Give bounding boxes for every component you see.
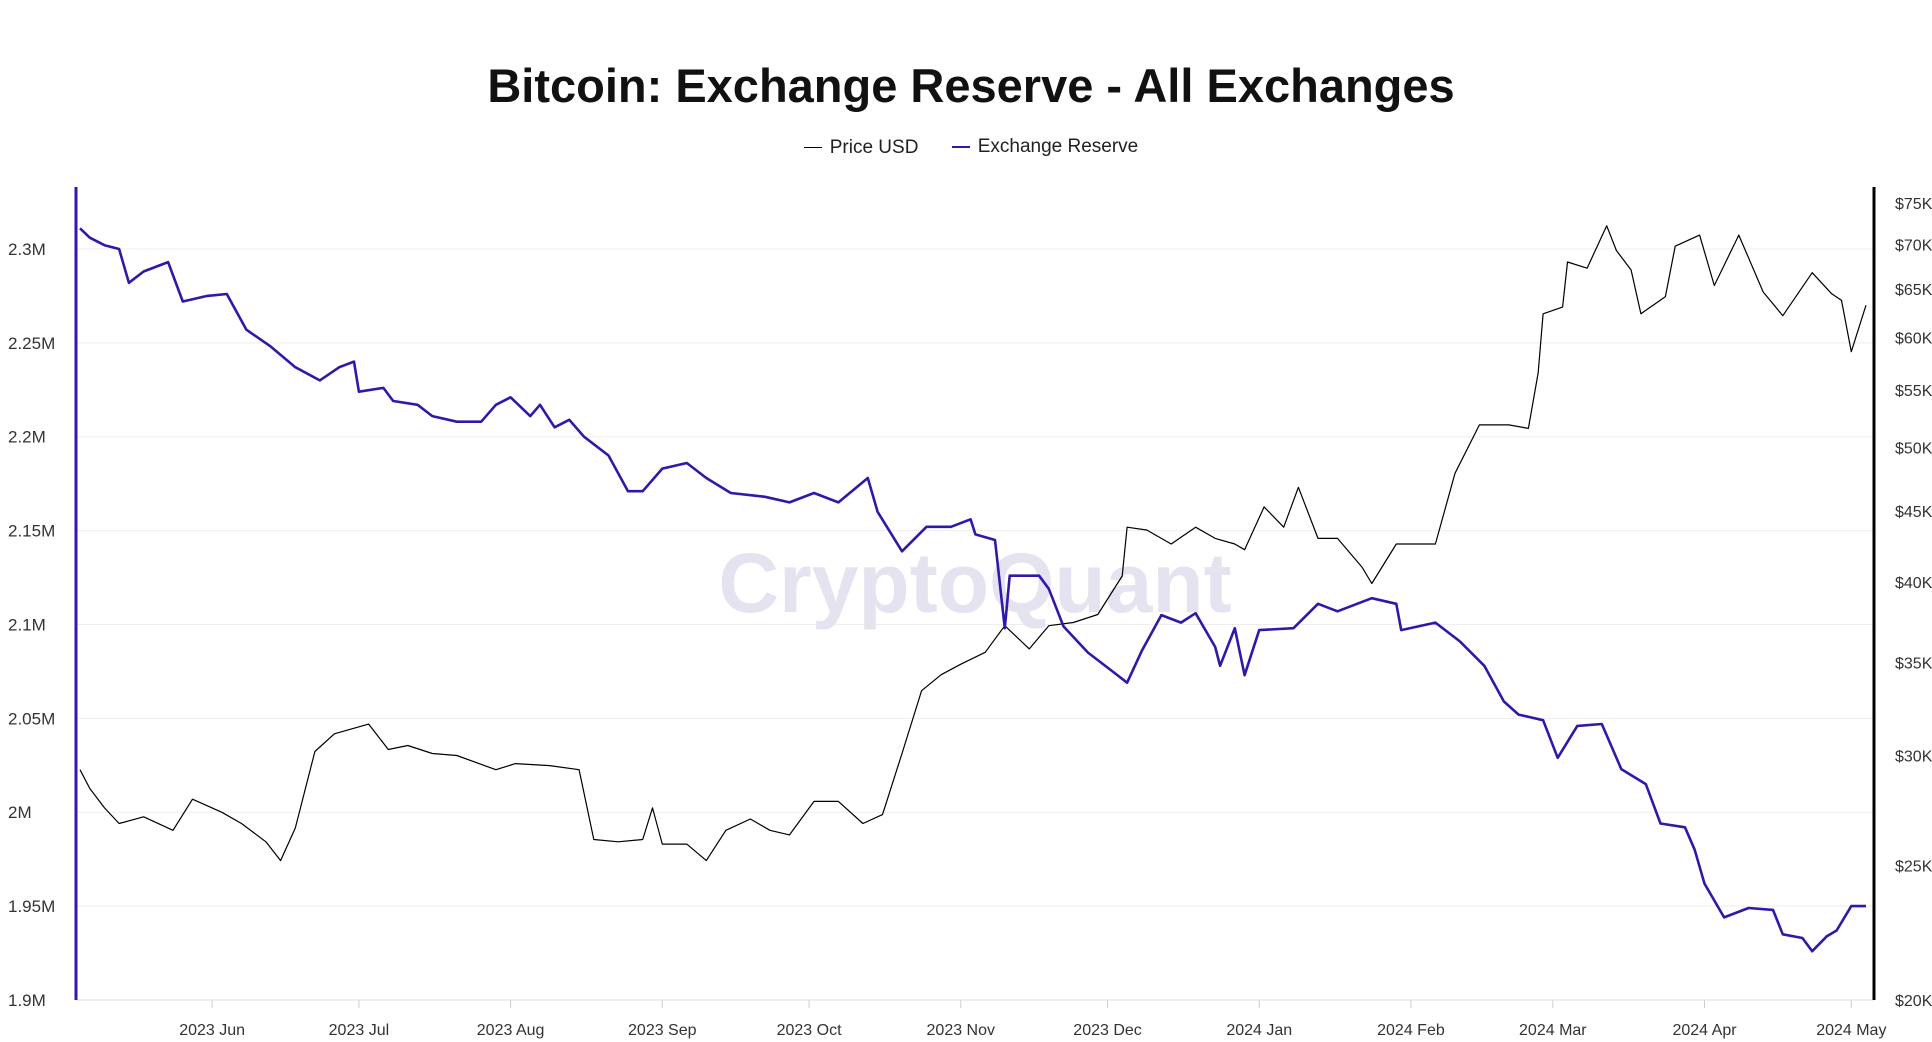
x-tick-label: 2024 Mar (1519, 1022, 1587, 1039)
x-tick-label: 2023 Nov (927, 1022, 996, 1039)
price-usd-line (79, 225, 1867, 862)
legend-swatch-price (803, 147, 822, 148)
right-tick-label: $25K (1895, 858, 1932, 875)
left-tick-label: 2.3M (8, 240, 46, 259)
legend-label-price: Price USD (829, 136, 919, 158)
x-tick-label: 2024 Jan (1226, 1022, 1292, 1039)
exchange-reserve-line (79, 227, 1866, 953)
right-tick-label: $70K (1895, 237, 1932, 254)
right-tick-label: $45K (1895, 504, 1932, 521)
left-tick-label: 2.2M (8, 428, 46, 447)
left-tick-label: 2.05M (8, 709, 55, 728)
right-tick-label: $40K (1895, 575, 1932, 592)
x-tick-label: 2023 Oct (777, 1022, 842, 1039)
right-tick-label: $55K (1895, 383, 1932, 400)
x-tick-label: 2023 Aug (477, 1022, 545, 1039)
legend-item-price[interactable]: Price USD (803, 136, 919, 159)
legend-label-reserve: Exchange Reserve (977, 136, 1139, 157)
right-tick-label: $35K (1895, 656, 1932, 673)
x-tick-label: 2024 Feb (1377, 1022, 1445, 1039)
left-tick-label: 2M (8, 803, 32, 822)
x-tick-label: 2023 Jun (179, 1022, 245, 1039)
right-tick-label: $75K (1895, 196, 1932, 213)
left-tick-label: 2.25M (8, 334, 55, 353)
legend-swatch-reserve (951, 146, 970, 148)
right-tick-label: $30K (1895, 748, 1932, 765)
left-tick-label: 1.9M (8, 991, 46, 1010)
x-tick-label: 2024 May (1816, 1022, 1886, 1039)
right-tick-label: $50K (1895, 440, 1932, 457)
left-tick-label: 2.15M (8, 522, 55, 541)
right-tick-label: $20K (1895, 993, 1932, 1010)
left-tick-label: 2.1M (8, 615, 46, 634)
x-tick-label: 2023 Dec (1073, 1022, 1142, 1039)
right-tick-label: $65K (1895, 282, 1932, 299)
chart-title: Bitcoin: Exchange Reserve - All Exchange… (487, 59, 1455, 112)
left-tick-label: 1.95M (8, 897, 55, 916)
x-tick-label: 2023 Jul (329, 1022, 390, 1039)
x-tick-label: 2023 Sep (628, 1022, 697, 1039)
watermark-cryptoquant: CryptoQuant (718, 536, 1231, 630)
legend-item-reserve[interactable]: Exchange Reserve (951, 136, 1139, 158)
right-tick-label: $60K (1895, 330, 1932, 347)
x-tick-label: 2024 Apr (1672, 1022, 1737, 1039)
legend: Price USD Exchange Reserve (0, 132, 1932, 159)
